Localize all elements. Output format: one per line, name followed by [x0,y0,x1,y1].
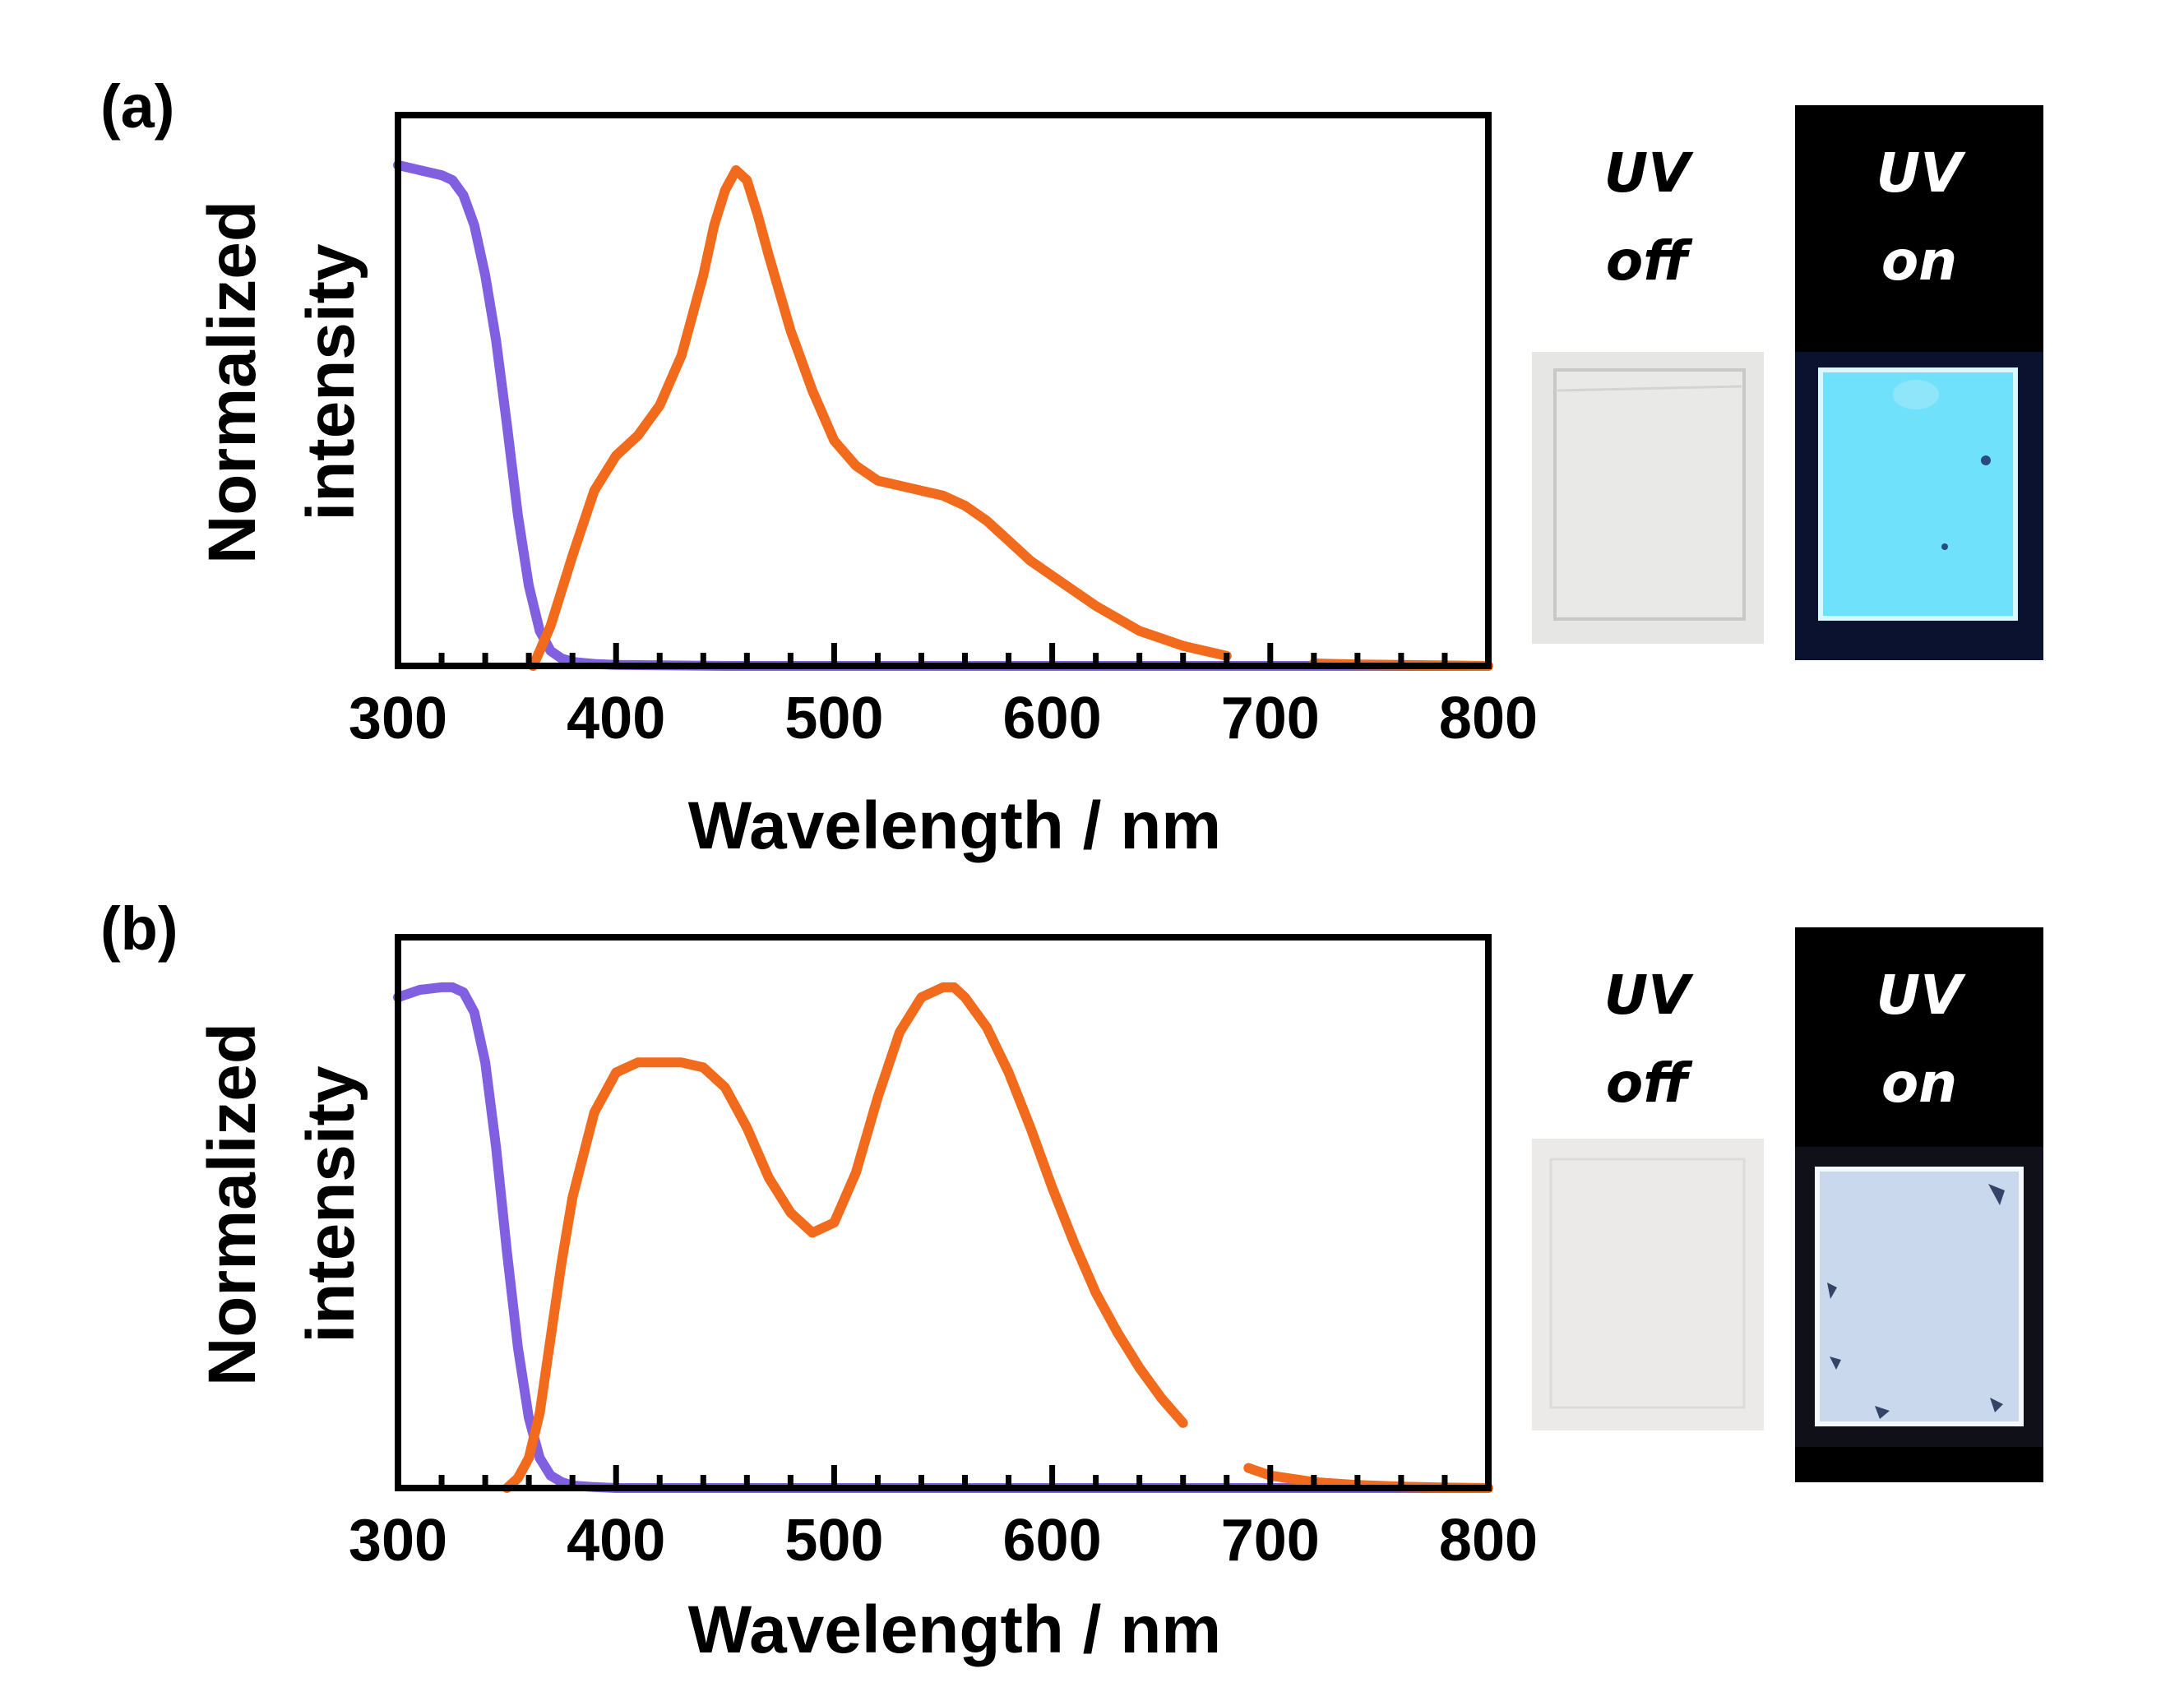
y-axis-title: Normalized intensity [195,201,368,564]
y-axis-title-line2: intensity [294,1065,368,1343]
sample-photos: UV off UV on [1532,105,2043,660]
axis-frame [395,934,1492,1491]
uv-off-label-line1: UV [1604,964,1695,1027]
plot-area: 300 400 500 600 700 800 [349,934,1538,1574]
x-tick-label: 400 [567,1508,665,1574]
plot-area: 300 400 500 600 700 800 [349,112,1538,751]
uv-off-glass [1553,368,1746,621]
panel-b: (b) Normalized intensity Wavelength / nm… [100,894,2043,1667]
uv-on-glass [1815,1167,2024,1426]
uv-on-label-line2: on [1881,1051,1957,1115]
uv-on-glass [1818,367,2018,621]
x-tick-label: 400 [567,686,665,751]
x-axis-title: Wavelength / nm [688,788,1221,863]
uv-on-label-line2: on [1881,229,1957,293]
uv-on-dark-spot [1981,455,1991,465]
panel-label: (b) [100,894,178,963]
uv-off-label-line1: UV [1604,141,1695,205]
uv-on-label-line1: UV [1876,141,1967,205]
chart-b: Normalized intensity Wavelength / nm 300… [195,934,1538,1667]
uv-off-glass [1549,1158,1746,1409]
y-axis-title-line1: Normalized [195,1023,270,1386]
panel-label: (a) [100,72,174,141]
uv-on-photo: UV on [1795,105,2043,660]
chart-a: Normalized intensity Wavelength / nm 300… [195,112,1538,863]
uv-off-glass-edge [1557,385,1742,392]
uv-on-label-line1: UV [1876,964,1967,1027]
axis-frame [395,112,1492,669]
x-tick-label: 800 [1439,686,1538,751]
uv-off-label-line2: off [1606,229,1693,293]
x-tick-label: 800 [1439,1508,1538,1574]
x-tick-label: 600 [1003,1508,1102,1574]
y-axis-title-line1: Normalized [195,201,270,564]
x-tick-label: 500 [784,686,883,751]
uv-on-spot [1893,380,1939,409]
x-tick-label: 700 [1221,686,1320,751]
x-axis-title: Wavelength / nm [688,1592,1221,1667]
series-line-2-seg1 [502,982,1188,1493]
x-tick-label: 700 [1221,1508,1320,1574]
x-tick-label: 500 [784,1508,883,1574]
x-tick-label: 300 [349,686,447,751]
uv-off-photo: UV off [1532,141,1764,644]
uv-on-dark-spot-2 [1941,543,1948,550]
panel-a: (a) Normalized intensity Wavelength / nm… [100,72,2043,863]
uv-off-label-line2: off [1606,1051,1693,1115]
x-tick-label: 300 [349,1508,447,1574]
uv-off-photo: UV off [1532,964,1764,1430]
y-axis-title-line2: intensity [294,243,368,521]
uv-on-photo: UV on [1795,927,2043,1482]
y-axis-title: Normalized intensity [195,1023,368,1386]
x-tick-label: 600 [1003,686,1102,751]
sample-photos: UV off UV on [1532,927,2043,1482]
series-line-2-seg1 [528,165,1232,671]
